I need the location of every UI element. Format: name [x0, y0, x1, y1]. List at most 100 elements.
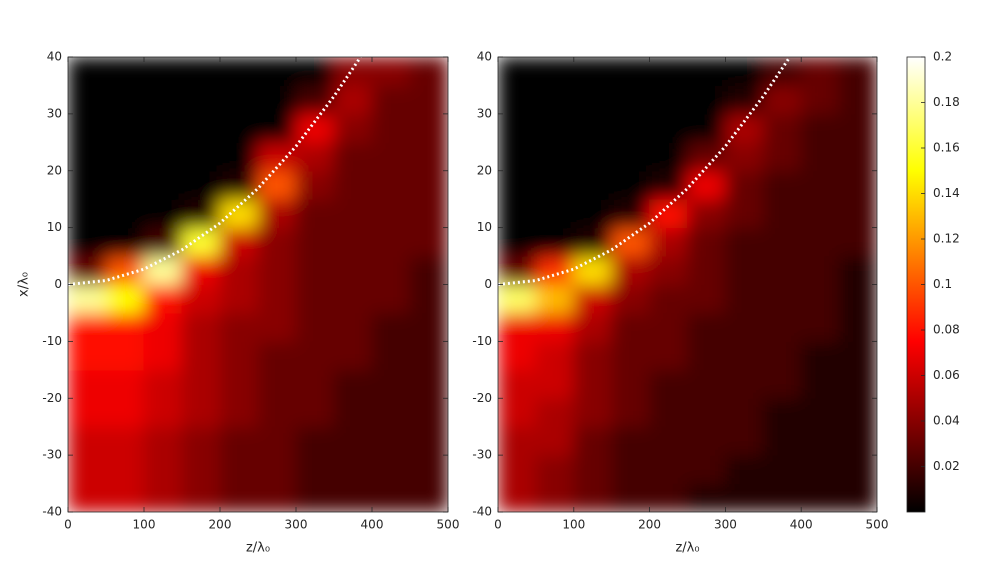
- heat-cell: [105, 312, 145, 342]
- heat-cell: [181, 426, 221, 456]
- heat-cell: [611, 198, 651, 229]
- y-tick-label: -40: [42, 505, 62, 519]
- heat-cell: [573, 369, 613, 399]
- heat-cell: [649, 340, 688, 371]
- heat-cell: [371, 113, 411, 143]
- heat-cell: [143, 340, 183, 371]
- heat-cell: [687, 255, 726, 285]
- heat-cell: [498, 198, 537, 229]
- heat-cell: [800, 369, 840, 399]
- heat-cell: [371, 255, 411, 285]
- heat-cell: [409, 312, 448, 342]
- heat-cell: [535, 84, 575, 115]
- x-tick-label: 100: [562, 518, 585, 532]
- heat-cell: [573, 284, 613, 314]
- heat-cell: [219, 397, 259, 428]
- heat-cell: [219, 170, 259, 200]
- heat-cell: [535, 483, 575, 512]
- heat-cell: [68, 312, 107, 342]
- heat-cell: [535, 397, 575, 428]
- heat-cell: [838, 284, 877, 314]
- heat-cell: [105, 141, 145, 172]
- heat-cell: [611, 284, 651, 314]
- heat-cell: [535, 369, 575, 399]
- heat-cell: [181, 198, 221, 229]
- heat-cell: [611, 483, 651, 512]
- heat-cell: [535, 255, 575, 285]
- x-tick-label: 100: [133, 518, 156, 532]
- heat-cell: [409, 113, 448, 143]
- x-axis-label: z/λ₀: [246, 541, 270, 556]
- heat-cell: [838, 454, 877, 485]
- heat-cell: [498, 255, 537, 285]
- heat-cell: [498, 483, 537, 512]
- heat-cell: [105, 340, 145, 371]
- heat-cell: [105, 113, 145, 143]
- heat-cell: [219, 113, 259, 143]
- heat-cell: [409, 198, 448, 229]
- heat-cell: [838, 227, 877, 257]
- heat-cell: [573, 397, 613, 428]
- heat-cell: [498, 141, 537, 172]
- heat-cell: [143, 369, 183, 399]
- heat-cell: [762, 426, 802, 456]
- heat-cell: [219, 227, 259, 257]
- heat-cell: [257, 57, 297, 86]
- y-tick-label: -30: [472, 448, 492, 462]
- heat-cell: [687, 198, 726, 229]
- heat-cell: [219, 369, 259, 399]
- heat-cell: [143, 312, 183, 342]
- heat-cell: [838, 483, 877, 512]
- heat-cell: [838, 255, 877, 285]
- heat-cell: [498, 113, 537, 143]
- heat-cell: [295, 255, 335, 285]
- heat-cell: [181, 113, 221, 143]
- heat-cell: [181, 84, 221, 115]
- heat-cell: [573, 312, 613, 342]
- heat-cell: [838, 340, 877, 371]
- y-tick-label: -20: [472, 391, 492, 405]
- heat-cell: [838, 369, 877, 399]
- heat-cell: [649, 227, 688, 257]
- heat-cell: [333, 454, 373, 485]
- colorbar-tick-label: 0.2: [933, 50, 952, 64]
- heat-cell: [838, 426, 877, 456]
- heat-cell: [498, 284, 537, 314]
- heat-cell: [409, 340, 448, 371]
- curve: [68, 57, 362, 286]
- heat-cell: [649, 369, 688, 399]
- heat-cell: [68, 170, 107, 200]
- heat-cell: [219, 483, 259, 512]
- heat-cell: [371, 426, 411, 456]
- heat-cell: [295, 57, 335, 86]
- heat-cell: [181, 255, 221, 285]
- heat-cell: [687, 369, 726, 399]
- heat-cell: [800, 284, 840, 314]
- curve: [498, 57, 792, 286]
- heat-cell: [371, 198, 411, 229]
- heat-cell: [68, 397, 107, 428]
- heat-cell: [573, 483, 613, 512]
- colorbar-tick-label: 0.08: [933, 323, 960, 337]
- heat-cell: [143, 255, 183, 285]
- heat-cell: [800, 170, 840, 200]
- heat-cell: [295, 284, 335, 314]
- heat-cell: [219, 198, 259, 229]
- heat-cell: [611, 84, 651, 115]
- heat-cell: [573, 426, 613, 456]
- heat-cell: [333, 312, 373, 342]
- heat-cell: [143, 170, 183, 200]
- heat-cell: [498, 170, 537, 200]
- heat-cell: [333, 198, 373, 229]
- heat-cell: [333, 369, 373, 399]
- heat-cell: [724, 397, 764, 428]
- heat-cell: [649, 255, 688, 285]
- heat-cell: [105, 426, 145, 456]
- heat-cell: [649, 57, 688, 86]
- heat-cell: [498, 84, 537, 115]
- heat-cell: [687, 141, 726, 172]
- heat-cell: [68, 483, 107, 512]
- heatmap: [68, 57, 448, 512]
- heat-cell: [687, 57, 726, 86]
- heat-cell: [611, 369, 651, 399]
